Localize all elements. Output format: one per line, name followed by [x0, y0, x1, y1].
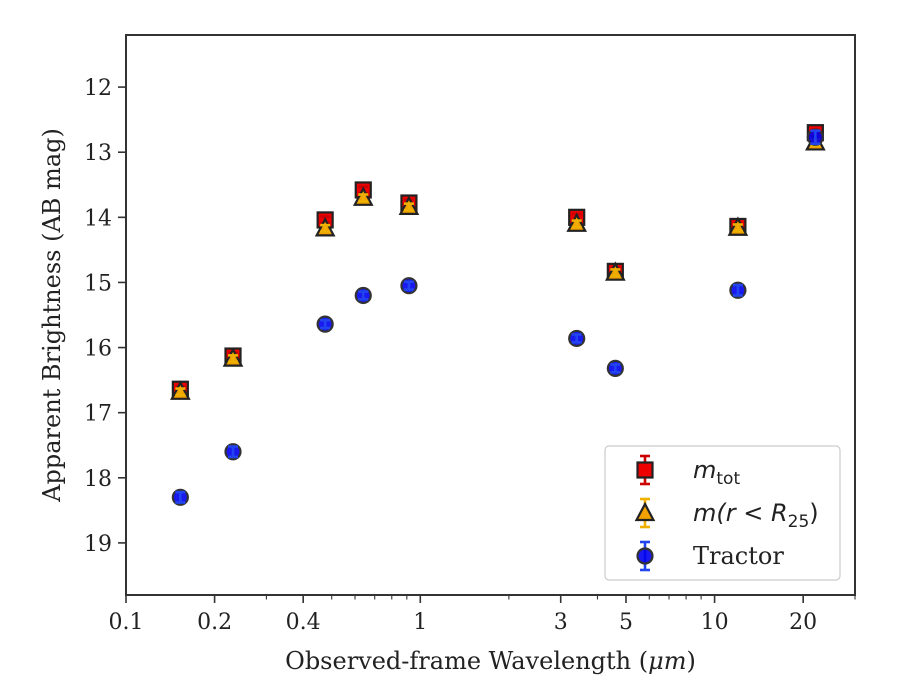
series-1 [170, 131, 826, 400]
plot-frame [125, 34, 856, 596]
x-tick-label: 3 [554, 610, 568, 635]
legend-item-2: Tractor [636, 540, 784, 572]
y-tick-label: 15 [84, 271, 112, 296]
y-tick-label: 19 [84, 532, 112, 557]
x-tick-label: 20 [789, 610, 817, 635]
y-tick-label: 12 [84, 76, 112, 101]
y-axis-label: Apparent Brightness (AB mag) [38, 128, 66, 503]
x-tick-label: 10 [701, 610, 729, 635]
y-tick-label: 16 [84, 337, 112, 362]
x-tick-label: 1 [413, 610, 427, 635]
legend-label: mtot [693, 456, 740, 489]
legend-item-0: mtot [636, 454, 740, 489]
legend-marker [636, 547, 654, 565]
y-tick-label: 17 [84, 402, 112, 427]
x-tick-labels: 0.1 0.2 0.4 1 3 5 10 20 [109, 610, 818, 635]
legend: mtot m(r < R25) Tractor [604, 445, 841, 581]
y-tick-label: 13 [84, 141, 112, 166]
y-tick-labels: 12 13 14 15 16 17 18 19 [84, 76, 112, 557]
x-tick-label: 0.4 [286, 610, 321, 635]
legend-marker [634, 501, 656, 522]
x-tick-label: 5 [619, 610, 633, 635]
legend-box [604, 445, 841, 581]
legend-label: Tractor [693, 542, 784, 570]
x-tick-label: 0.1 [109, 610, 144, 635]
data-marks [170, 124, 826, 506]
legend-marker [636, 461, 654, 479]
x-tick-label: 0.2 [197, 610, 232, 635]
x-axis-label: Observed-frame Wavelength (μm) [285, 647, 696, 675]
series-2 [171, 128, 824, 506]
y-tick-label: 18 [84, 467, 112, 492]
y-tick-label: 14 [84, 206, 112, 231]
legend-label: m(r < R25) [693, 499, 819, 532]
legend-item-1: m(r < R25) [634, 497, 819, 532]
series-0 [171, 124, 824, 398]
